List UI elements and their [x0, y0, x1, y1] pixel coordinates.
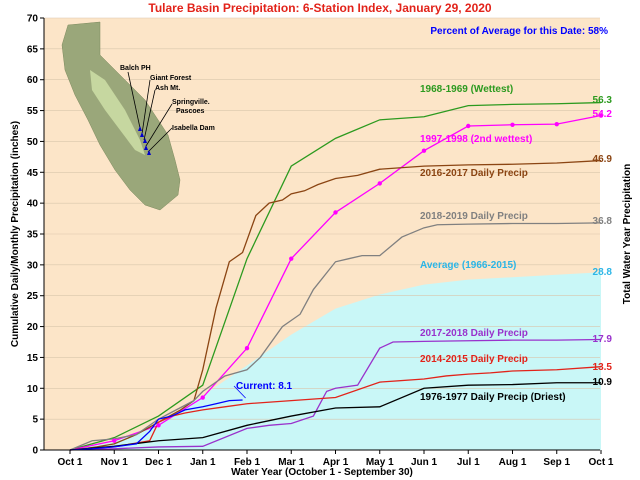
y-tick-label: 30 [27, 260, 39, 271]
map-label-giant-forest: Giant Forest [150, 75, 192, 82]
y-tick-label: 5 [32, 415, 38, 426]
x-tick-label: Apr 1 [323, 457, 349, 468]
end-value-1997-1998-2nd-wettest: 54.2 [593, 109, 613, 120]
x-tick-label: Nov 1 [101, 457, 129, 468]
series-label-current-8-1: Current: 8.1 [236, 381, 293, 392]
y-tick-label: 45 [27, 168, 39, 179]
california-map-inset: Balch PH Giant Forest Ash Mt. Springvill… [61, 21, 215, 211]
y-tick-layer: 0 5 10 15 20 25 30 35 40 45 50 55 60 65 70 [27, 14, 44, 457]
end-value-average-1966-2015: 28.8 [593, 267, 613, 278]
x-tick-label: Feb 1 [234, 457, 261, 468]
series-area-average-1966-2015 [70, 272, 601, 450]
y-tick-label: 15 [27, 353, 39, 364]
y-tick-label: 35 [27, 230, 39, 241]
data-point-1997-1998-2nd-wettest [421, 148, 427, 153]
series-label-1997-1998-2nd-wettest: 1997-1998 (2nd wettest) [420, 134, 532, 145]
data-point-1997-1998-2nd-wettest [598, 113, 604, 118]
map-label-pascoes: Pascoes [176, 108, 205, 115]
x-tick-label: Aug 1 [499, 457, 527, 468]
end-value-2014-2015-daily-precip: 13.5 [593, 362, 613, 373]
station-arrow-balch [127, 71, 141, 129]
y-tick-label: 10 [27, 384, 39, 395]
series-line-1968-1969-wettest [69, 101, 602, 451]
series-label-2017-2018-daily-precip: 2017-2018 Daily Precip [420, 328, 528, 339]
station-arrow-ash [143, 89, 156, 141]
chart-subtitle: Percent of Average for this Date: 58% [430, 26, 608, 37]
series-label-1968-1969-wettest: 1968-1969 (Wettest) [420, 84, 513, 95]
y-tick-label: 55 [27, 106, 39, 117]
map-label-springville: Springville. [172, 99, 210, 106]
map-label-ash: Ash Mt. [155, 85, 180, 92]
data-point-1997-1998-2nd-wettest [466, 123, 471, 129]
data-point-1997-1998-2nd-wettest [377, 181, 382, 186]
x-tick-layer: Oct 1 Nov 1 Dec 1 Jan 1 Feb 1 Mar 1 Apr 1 May 1… [57, 450, 614, 468]
y-tick-label: 65 [27, 44, 39, 55]
x-tick-label: Oct 1 [57, 457, 82, 468]
y-axis-title: Cumulative Daily/Monthly Precipitation (… [10, 121, 21, 347]
end-value-2017-2018-daily-precip: 17.9 [593, 334, 613, 345]
x-tick-label: Dec 1 [145, 457, 172, 468]
station-marker [138, 126, 142, 131]
end-value-1968-1969-wettest: 56.3 [593, 95, 613, 106]
series-label-layer: Average (1966-2015) 28.8 1968-1969 (Wettes… [233, 84, 613, 403]
map-label-isabella: Isabella Dam [172, 125, 215, 132]
series-label-1976-1977-daily-precip-driest: 1976-1977 Daily Precip (Driest) [420, 392, 566, 403]
data-point-1997-1998-2nd-wettest [156, 423, 161, 428]
data-point-1997-1998-2nd-wettest [510, 122, 515, 127]
series-line-2017-2018-daily-precip [69, 338, 602, 451]
series-line-current-8-1 [69, 399, 243, 451]
y-tick-label: 50 [27, 137, 39, 148]
x-tick-label: May 1 [366, 457, 394, 468]
y-tick-label: 20 [27, 322, 39, 333]
chart-title: Tulare Basin Precipitation: 6-Station In… [148, 1, 492, 15]
station-arrow-springville [145, 103, 173, 147]
y-tick-label: 25 [27, 291, 39, 302]
station-arrow-isabella [147, 127, 173, 153]
x-tick-label: Oct 1 [588, 457, 613, 468]
x-tick-label: Sep 1 [543, 457, 570, 468]
central-valley-shape [90, 70, 145, 155]
series-label-2018-2019-daily-precip: 2018-2019 Daily Precip [420, 211, 528, 222]
map-label-balch: Balch PH [120, 65, 151, 72]
data-point-1997-1998-2nd-wettest [289, 256, 294, 261]
end-value-2016-2017-daily-precip: 46.9 [593, 154, 613, 165]
end-value-1976-1977-daily-precip-driest: 10.9 [593, 377, 613, 388]
station-marker [147, 150, 151, 155]
series-label-2016-2017-daily-precip: 2016-2017 Daily Precip [420, 168, 528, 179]
y-tick-label: 70 [27, 14, 39, 25]
current-arrow [233, 385, 246, 399]
x-tick-label: Jan 1 [190, 457, 216, 468]
station-marker [144, 145, 148, 150]
x-axis-title: Water Year (October 1 - September 30) [231, 467, 413, 478]
data-point-1997-1998-2nd-wettest [112, 438, 117, 443]
x-tick-label: Jun 1 [411, 457, 438, 468]
station-arrow-giant-forest [141, 79, 151, 135]
data-point-1997-1998-2nd-wettest [244, 345, 250, 351]
data-point-1997-1998-2nd-wettest [200, 395, 205, 400]
series-label-2014-2015-daily-precip: 2014-2015 Daily Precip [420, 354, 528, 365]
series-label-average-1966-2015: Average (1966-2015) [420, 260, 516, 271]
data-point-1997-1998-2nd-wettest [554, 121, 559, 127]
data-point-1997-1998-2nd-wettest [333, 210, 338, 215]
y-axis-title-right: Total Water Year Precipitation [622, 164, 633, 304]
y-tick-label: 0 [32, 446, 38, 457]
y-tick-label: 40 [27, 199, 39, 210]
y-tick-label: 60 [27, 75, 39, 86]
area-layer [70, 272, 601, 450]
station-marker [143, 138, 147, 143]
series-line-2014-2015-daily-precip [69, 366, 602, 451]
marker-layer [112, 113, 604, 443]
end-value-2018-2019-daily-precip: 36.8 [593, 216, 613, 227]
series-line-1976-1977-daily-precip-driest [69, 382, 601, 451]
x-tick-label: Mar 1 [278, 457, 305, 468]
x-tick-label: Jul 1 [457, 457, 480, 468]
station-marker [140, 132, 144, 137]
